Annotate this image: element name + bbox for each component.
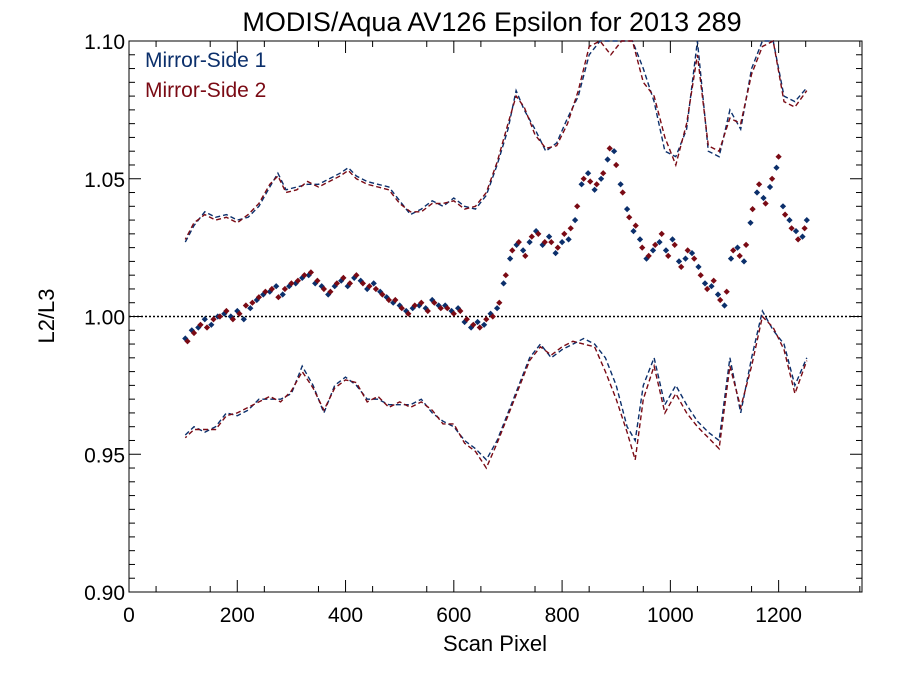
series-2-point	[359, 280, 367, 287]
series-2-point	[307, 269, 315, 276]
y-tick-label: 0.90	[84, 582, 125, 605]
bound-lines	[184, 39, 808, 470]
legend-entry-mirror-side-2: Mirror-Side 2	[145, 79, 266, 102]
chart-title: MODIS/Aqua AV126 Epsilon for 2013 289	[242, 7, 741, 37]
series-2-point	[294, 277, 302, 284]
series-2-point	[268, 285, 276, 293]
series-2-point	[255, 294, 263, 301]
series-2-point	[457, 307, 464, 315]
series-2-point	[418, 299, 425, 306]
series-2-point	[379, 291, 386, 298]
x-tick-label: 0	[123, 604, 135, 627]
axis-tick-labels: 0 200 400 600 800 1000 1200 0.90 0.95 1.00 1.05 1.1…	[84, 31, 802, 627]
series-1-point	[480, 321, 488, 328]
y-tick-label: 1.00	[84, 307, 125, 330]
series-2-point	[411, 302, 418, 309]
series-2-point	[489, 313, 496, 320]
series-2-lower-bound-line	[184, 315, 808, 470]
x-tick-label: 600	[436, 604, 471, 627]
series-1-point	[701, 280, 709, 287]
x-axis-label: Scan Pixel	[443, 631, 547, 656]
x-tick-label: 200	[220, 604, 255, 627]
series-2-point	[320, 285, 328, 293]
series-2-point	[496, 299, 503, 306]
series-2-point	[262, 288, 269, 295]
series-2-point	[502, 272, 509, 279]
series-2-point	[366, 283, 373, 290]
series-2-point	[483, 316, 490, 323]
series-2-point	[288, 280, 295, 287]
series-2-point	[314, 277, 321, 284]
series-2-point	[665, 252, 672, 260]
series-1-point	[675, 258, 683, 265]
series-2-point	[678, 263, 685, 271]
series-2-point	[301, 272, 308, 279]
legend-entry-mirror-side-1: Mirror-Side 1	[145, 49, 266, 72]
series-2-point	[470, 321, 477, 328]
series-2-point	[398, 305, 405, 312]
y-tick-label: 1.10	[84, 31, 125, 54]
x-tick-label: 800	[545, 604, 580, 627]
series-2-point	[275, 294, 282, 301]
x-tick-label: 400	[328, 604, 363, 627]
series-2-point	[385, 296, 393, 304]
y-tick-label: 1.05	[84, 169, 125, 192]
series-2-upper-bound-line	[184, 39, 808, 240]
series-1-upper-bound-line	[184, 40, 808, 243]
series-2-point	[476, 324, 483, 331]
series-1-point	[279, 291, 286, 298]
series-1-point	[740, 258, 748, 265]
axis-ticks	[128, 40, 862, 593]
y-tick-label: 0.95	[84, 444, 125, 467]
series-2-point	[463, 316, 470, 323]
series-1-point	[506, 255, 514, 262]
series-1-point	[474, 318, 481, 326]
series-2-point	[340, 274, 347, 282]
series-2-point	[522, 252, 529, 260]
series-2-point	[645, 252, 652, 260]
series-1-point	[370, 280, 377, 287]
x-tick-label: 1000	[647, 604, 694, 627]
series-2-point	[424, 307, 431, 315]
series-2-point	[444, 305, 451, 312]
series-2-point	[281, 285, 289, 293]
series-2-point	[736, 252, 743, 260]
series-2-point	[437, 305, 444, 312]
y-axis-label: L2/L3	[34, 288, 59, 343]
series-1-point	[695, 263, 702, 271]
series-2-point	[327, 288, 334, 295]
series-2-point	[346, 280, 354, 287]
series-2-point	[450, 310, 457, 317]
series-1-point	[273, 283, 280, 290]
series-1-point	[500, 280, 507, 287]
series-1-point	[493, 305, 501, 312]
series-2-point	[372, 285, 380, 293]
series-2-point	[405, 310, 412, 317]
series-2-point	[333, 280, 341, 287]
series-2-point	[392, 296, 399, 304]
x-tick-label: 1200	[755, 604, 802, 627]
series-2-point	[353, 272, 360, 279]
series-2-point	[431, 299, 438, 306]
